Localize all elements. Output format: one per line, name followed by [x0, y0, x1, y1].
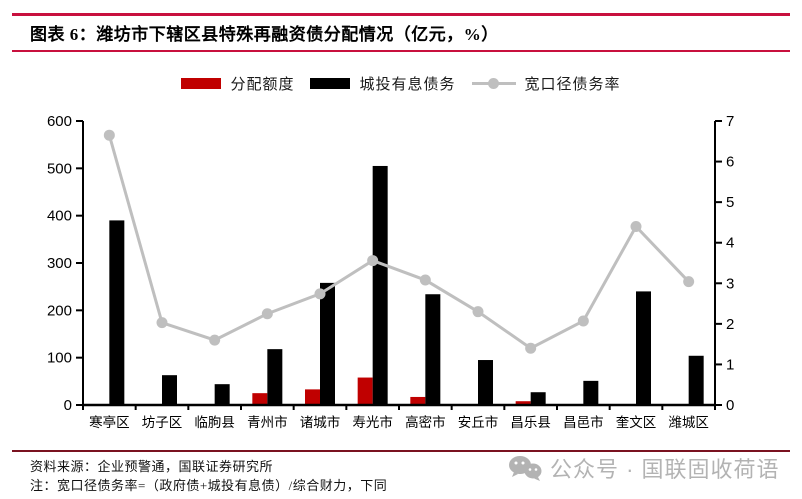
marker-安丘市: [472, 306, 484, 318]
bar-城投有息债务-安丘市: [478, 360, 493, 405]
svg-text:500: 500: [47, 160, 72, 177]
legend-item-debt: 城投有息债务: [310, 73, 455, 94]
bar-城投有息债务-诸城市: [320, 282, 335, 405]
x-label-临朐县: 临朐县: [194, 415, 235, 430]
legend-label-ratio: 宽口径债务率: [524, 77, 621, 93]
svg-text:6: 6: [726, 154, 734, 171]
header-rule-bottom: [12, 50, 790, 52]
wechat-icon: [509, 456, 542, 481]
watermark-text: 公众号 · 国联固收荷语: [550, 457, 780, 482]
bar-分配额度-寿光市: [357, 377, 373, 405]
svg-text:600: 600: [47, 113, 72, 130]
svg-text:100: 100: [47, 350, 72, 367]
svg-text:5: 5: [726, 194, 734, 211]
legend-label-debt: 城投有息债务: [359, 77, 456, 93]
bar-城投有息债务-临朐县: [214, 384, 230, 405]
debt-swatch-icon: [310, 78, 351, 89]
bar-城投有息债务-高密市: [425, 294, 441, 405]
bar-城投有息债务-青州市: [267, 349, 283, 405]
marker-奎文区: [630, 220, 642, 232]
bar-分配额度-青州市: [252, 393, 268, 405]
bar-城投有息债务-坊子区: [162, 375, 177, 405]
svg-text:3: 3: [726, 275, 734, 292]
svg-text:400: 400: [47, 208, 72, 225]
svg-text:2: 2: [726, 316, 734, 333]
x-label-安丘市: 安丘市: [458, 414, 499, 430]
marker-寒亭区: [103, 129, 115, 141]
marker-青州市: [261, 308, 273, 320]
figure-title: 图表 6：潍坊市下辖区县特殊再融资债分配情况（亿元，%）: [30, 25, 499, 44]
allocation-swatch-icon: [181, 78, 222, 89]
marker-坊子区: [156, 317, 168, 329]
marker-临朐县: [209, 334, 221, 346]
marker-潍城区: [683, 276, 695, 288]
bar-分配额度-高密市: [410, 396, 426, 405]
x-label-潍城区: 潍城区: [668, 415, 709, 430]
marker-高密市: [419, 274, 431, 286]
x-label-寿光市: 寿光市: [352, 414, 393, 430]
x-label-青州市: 青州市: [247, 414, 288, 430]
watermark: 公众号 · 国联固收荷语: [508, 452, 780, 484]
marker-昌乐县: [525, 342, 537, 354]
marker-昌邑市: [577, 315, 589, 327]
svg-text:1: 1: [726, 356, 734, 373]
x-label-寒亭区: 寒亭区: [89, 414, 130, 430]
x-label-坊子区: 坊子区: [142, 415, 183, 430]
bar-城投有息债务-寒亭区: [109, 220, 125, 405]
legend-item-allocation: 分配额度: [181, 73, 294, 94]
svg-text:0: 0: [64, 397, 72, 414]
marker-诸城市: [314, 288, 326, 300]
x-label-诸城市: 诸城市: [300, 414, 341, 430]
marker-寿光市: [367, 255, 379, 267]
bar-城投有息债务-昌邑市: [583, 380, 599, 405]
header-rule-top: [12, 13, 790, 16]
note-text: 注：宽口径债务率=（政府债+城投有息债）/综合财力，下同: [30, 478, 388, 493]
footer-rule: [12, 450, 790, 452]
x-label-昌乐县: 昌乐县: [510, 415, 551, 430]
bar-分配额度-昌乐县: [515, 401, 531, 405]
legend-item-ratio: 宽口径债务率: [471, 73, 621, 94]
bar-城投有息债务-寿光市: [372, 165, 388, 405]
bar-城投有息债务-潍城区: [688, 355, 704, 405]
svg-text:0: 0: [726, 397, 734, 414]
bar-城投有息债务-奎文区: [636, 291, 651, 405]
chart-legend: 分配额度 城投有息债务 宽口径债务率: [0, 73, 802, 94]
svg-text:4: 4: [726, 235, 734, 252]
source-text: 资料来源：企业预警通，国联证券研究所: [30, 459, 274, 474]
svg-text:7: 7: [726, 113, 734, 130]
svg-text:300: 300: [47, 255, 72, 272]
svg-text:200: 200: [47, 302, 72, 319]
x-label-昌邑市: 昌邑市: [563, 414, 604, 430]
legend-label-allocation: 分配额度: [230, 77, 295, 93]
line-宽口径债务率: [107, 134, 690, 350]
x-label-奎文区: 奎文区: [616, 415, 657, 430]
x-label-高密市: 高密市: [405, 414, 446, 430]
bar-城投有息债务-昌乐县: [530, 392, 546, 405]
bar-分配额度-诸城市: [305, 389, 320, 405]
ratio-line-marker-icon: [471, 78, 516, 89]
